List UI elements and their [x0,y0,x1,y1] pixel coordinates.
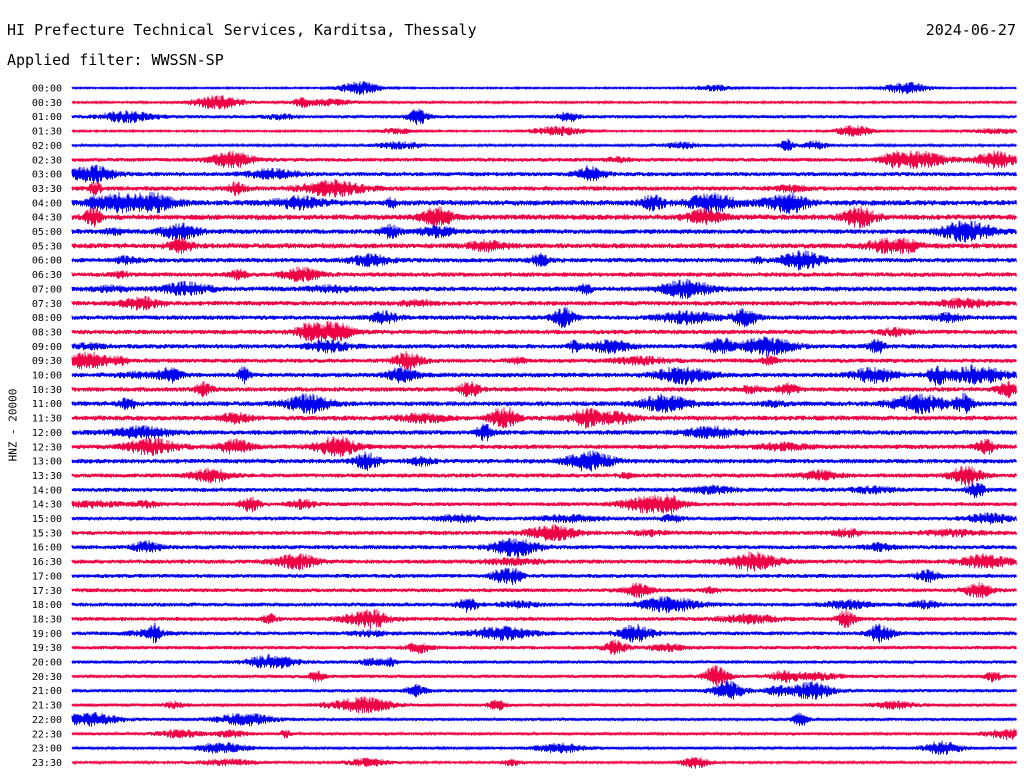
row-time-label: 20:30 [32,672,62,683]
row-time-label: 10:00 [32,371,62,382]
row-time-label: 21:00 [32,686,62,697]
row-time-label: 12:00 [32,428,62,439]
row-time-label: 13:00 [32,457,62,468]
row-time-label: 01:00 [32,112,62,123]
row-time-label: 00:30 [32,98,62,109]
row-time-label: 05:00 [32,227,62,238]
trace-row [71,740,1017,756]
row-time-label: 09:30 [32,356,62,367]
trace-row [71,680,1017,700]
trace-row [71,81,1017,96]
trace-row [71,696,1017,714]
row-time-label: 07:30 [32,299,62,310]
row-time-label: 09:00 [32,342,62,353]
row-time-label: 08:30 [32,327,62,338]
row-time-label: 22:00 [32,715,62,726]
trace-row [71,423,1017,442]
trace-row [71,512,1017,525]
row-time-label: 08:00 [32,313,62,324]
row-time-label: 17:00 [32,571,62,582]
trace-row [71,551,1017,572]
row-time-label: 14:00 [32,485,62,496]
row-time-label: 17:30 [32,586,62,597]
trace-row [71,407,1017,429]
row-time-label: 01:30 [32,127,62,138]
row-time-label: 19:30 [32,643,62,654]
trace-row [71,582,1017,599]
trace-row [71,523,1017,542]
trace-row [71,164,1017,185]
trace-row [71,494,1017,515]
trace-row [71,125,1017,137]
row-time-label: 18:00 [32,600,62,611]
row-time-label: 03:00 [32,170,62,181]
row-time-label: 12:30 [32,442,62,453]
row-time-label: 19:00 [32,629,62,640]
filter-label: Applied filter: WWSSN-SP [7,51,224,69]
row-time-label: 23:00 [32,744,62,755]
row-time-label: 02:30 [32,155,62,166]
row-time-label: 18:30 [32,614,62,625]
row-time-label: 23:30 [32,758,62,769]
trace-row [71,178,1017,198]
trace-row [71,595,1017,614]
trace-row [71,728,1017,740]
row-time-label: 10:30 [32,385,62,396]
trace-row [71,622,1017,644]
row-time-label: 16:30 [32,557,62,568]
row-time-label: 07:00 [32,284,62,295]
trace-row [71,320,1017,343]
row-time-label: 00:00 [32,84,62,95]
trace-row [71,450,1017,472]
trace-row [71,756,1017,769]
trace-row [71,639,1017,655]
trace-row [71,336,1017,357]
trace-row [71,220,1017,243]
trace-row [71,654,1017,669]
trace-row [71,278,1017,300]
trace-row [71,436,1017,457]
trace-row [71,150,1017,169]
trace-row [71,237,1017,255]
row-time-label: 21:30 [32,701,62,712]
trace-row [71,665,1017,687]
trace-row [71,538,1017,558]
trace-row [71,250,1017,271]
row-time-label: 13:30 [32,471,62,482]
trace-row [71,306,1017,329]
row-time-label: 04:00 [32,198,62,209]
trace-row [71,266,1017,283]
row-time-label: 16:00 [32,543,62,554]
row-time-label: 06:00 [32,256,62,267]
trace-row [71,465,1017,486]
trace-row [71,364,1017,386]
trace-row [71,392,1017,415]
row-time-label: 04:30 [32,213,62,224]
row-time-label: 11:30 [32,414,62,425]
trace-row [71,482,1017,499]
row-time-label: 06:30 [32,270,62,281]
row-time-label: 22:30 [32,729,62,740]
trace-row [71,108,1017,126]
trace-row [71,206,1017,229]
row-time-label: 15:00 [32,514,62,525]
trace-row [71,295,1017,311]
row-time-label: 03:30 [32,184,62,195]
trace-row [71,95,1017,110]
row-time-label: 14:30 [32,500,62,511]
row-time-label: 11:00 [32,399,62,410]
row-time-label: 02:00 [32,141,62,152]
row-time-label: 05:30 [32,241,62,252]
trace-row [71,608,1017,630]
trace-row [71,567,1017,586]
row-time-label: 15:30 [32,528,62,539]
trace-row [71,380,1017,399]
trace-row [71,192,1017,214]
trace-row [71,350,1017,371]
station-title: HI Prefecture Technical Services, Kardit… [7,21,477,39]
trace-row [71,138,1017,151]
row-time-label: 20:00 [32,658,62,669]
record-date: 2024-06-27 [925,21,1016,39]
